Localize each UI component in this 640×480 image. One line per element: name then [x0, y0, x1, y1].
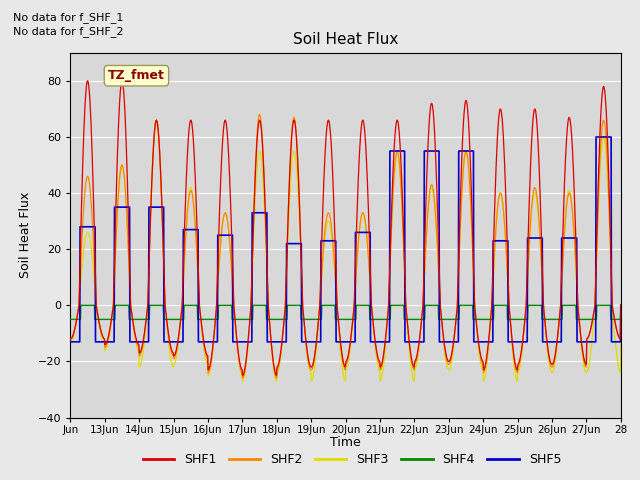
Text: TZ_fmet: TZ_fmet [108, 69, 165, 82]
Legend: SHF1, SHF2, SHF3, SHF4, SHF5: SHF1, SHF2, SHF3, SHF4, SHF5 [138, 448, 566, 471]
Title: Soil Heat Flux: Soil Heat Flux [293, 33, 398, 48]
X-axis label: Time: Time [330, 436, 361, 449]
Y-axis label: Soil Heat Flux: Soil Heat Flux [19, 192, 32, 278]
Text: No data for f_SHF_1: No data for f_SHF_1 [13, 12, 123, 23]
Text: No data for f_SHF_2: No data for f_SHF_2 [13, 26, 124, 37]
